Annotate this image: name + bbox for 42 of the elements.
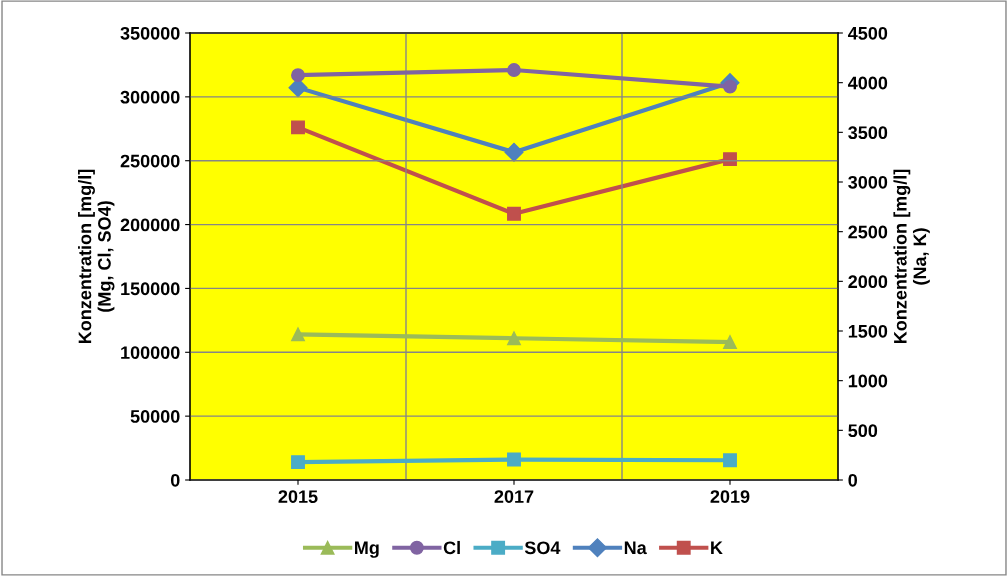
point (288, 78, 308, 98)
y-tick-label: 300000 (120, 90, 180, 104)
x-tick-label: 2015 (278, 490, 318, 503)
y-tick-label: 150000 (121, 282, 180, 296)
point (507, 452, 521, 467)
y2-tick-label: 3000 (848, 175, 888, 189)
legend-label: K (711, 541, 723, 555)
y2-tick-label: 2000 (848, 275, 888, 289)
y2-tick-label: 4500 (848, 26, 888, 40)
point (507, 63, 521, 77)
legend-label: Cl (443, 540, 460, 555)
point (723, 152, 737, 167)
y2-tick-label: 1500 (848, 324, 888, 338)
legend-label: SO4 (524, 541, 561, 555)
point (291, 327, 305, 342)
point (507, 331, 521, 346)
point (291, 120, 305, 135)
point (507, 206, 521, 221)
y-tick-label: 250000 (120, 154, 180, 168)
y2-tick-label: 4000 (848, 76, 888, 90)
x-tick-label: 2017 (494, 490, 534, 503)
y2-tick-label: 1000 (848, 374, 888, 388)
legend-label: Na (624, 541, 647, 555)
point (504, 142, 524, 162)
point (723, 453, 737, 468)
y-tick-label: 0 (170, 473, 180, 487)
point (291, 68, 305, 83)
y-tick-label: 350000 (120, 26, 180, 40)
point (291, 455, 305, 470)
y-tick-label: 50000 (130, 410, 180, 423)
y2-tick-label: 0 (848, 473, 858, 487)
y-tick-label: 200000 (120, 218, 180, 232)
y2-tick-label: 500 (848, 424, 878, 438)
y2-axis-title: Konzentration [mg/l] (Na, K) (893, 169, 930, 344)
point (723, 335, 737, 350)
x-tick-label: 2019 (710, 490, 750, 503)
legend-label: Mg (355, 541, 379, 558)
y2-tick-label: 2500 (848, 225, 888, 239)
y2-tick-label: 3500 (848, 126, 888, 140)
point (723, 79, 737, 94)
y-tick-label: 100000 (121, 346, 180, 360)
y-axis-title: Konzentration [mg/l] (Mg, Cl, SO4) (78, 169, 115, 344)
